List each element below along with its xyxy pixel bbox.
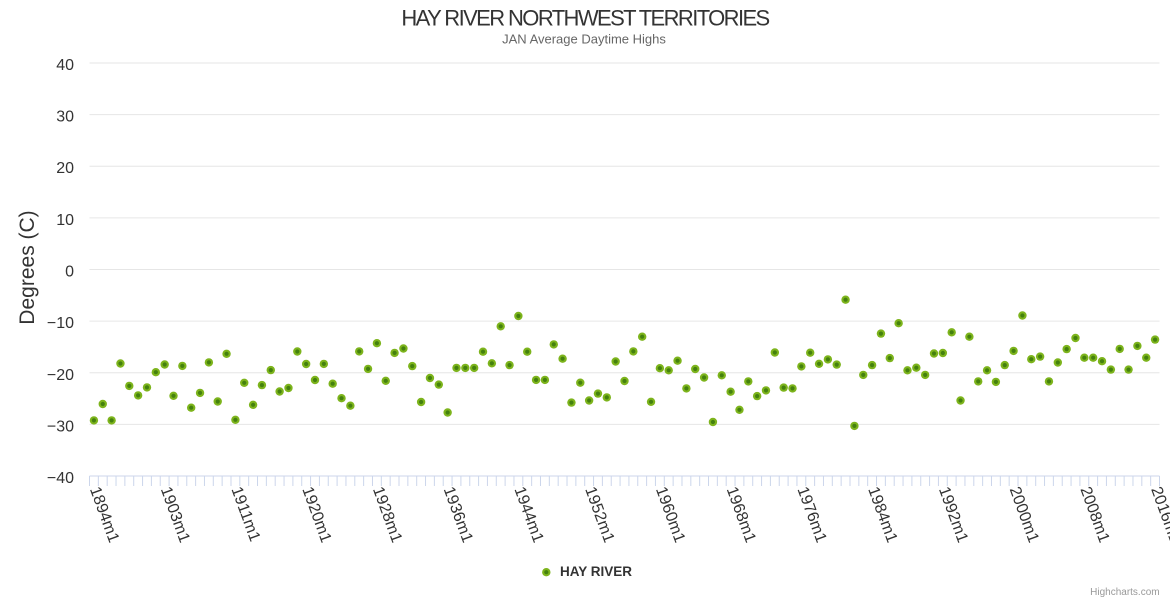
- svg-text:HAY RIVER: HAY RIVER: [560, 564, 632, 579]
- svg-text:20: 20: [56, 160, 74, 177]
- svg-text:−10: −10: [47, 315, 74, 332]
- svg-text:40: 40: [56, 57, 74, 74]
- svg-text:Highcharts.com: Highcharts.com: [1090, 587, 1159, 598]
- svg-text:HAY RIVER NORTHWEST TERRITORIE: HAY RIVER NORTHWEST TERRITORIES: [401, 6, 769, 31]
- svg-text:−20: −20: [47, 367, 74, 384]
- svg-text:−30: −30: [47, 418, 74, 435]
- svg-text:10: 10: [56, 212, 74, 229]
- svg-text:30: 30: [56, 109, 74, 126]
- svg-text:−40: −40: [47, 470, 74, 487]
- svg-text:0: 0: [65, 264, 74, 281]
- svg-text:Degrees (C): Degrees (C): [16, 210, 39, 324]
- svg-text:JAN Average Daytime Highs: JAN Average Daytime Highs: [502, 32, 666, 47]
